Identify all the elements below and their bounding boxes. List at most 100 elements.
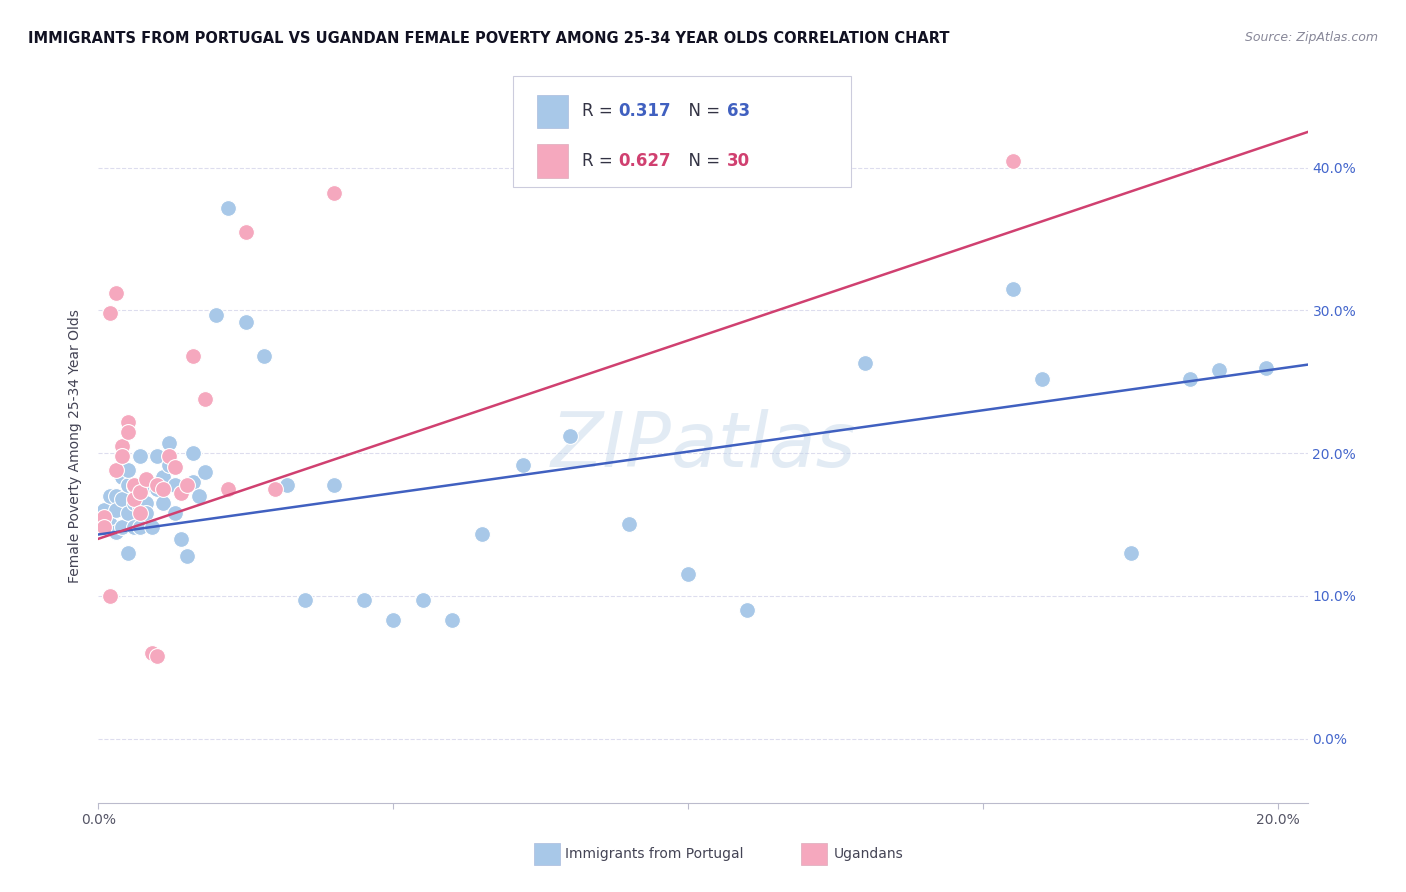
Point: [93, 520, 115, 534]
Text: 0.627: 0.627: [619, 152, 671, 169]
Point: [117, 477, 139, 491]
Point: [181, 475, 204, 489]
Point: [1256, 360, 1278, 375]
Text: ZIPatlas: ZIPatlas: [550, 409, 856, 483]
Point: [512, 458, 534, 472]
Text: 30: 30: [727, 152, 749, 169]
Point: [93, 510, 115, 524]
Point: [117, 506, 139, 520]
Point: [141, 520, 163, 534]
Point: [170, 532, 193, 546]
Point: [141, 477, 163, 491]
Point: [1001, 153, 1024, 168]
Text: IMMIGRANTS FROM PORTUGAL VS UGANDAN FEMALE POVERTY AMONG 25-34 YEAR OLDS CORRELA: IMMIGRANTS FROM PORTUGAL VS UGANDAN FEMA…: [28, 31, 949, 46]
Point: [98, 489, 121, 503]
Point: [111, 470, 134, 484]
Point: [157, 458, 180, 472]
Text: N =: N =: [678, 103, 725, 120]
Point: [146, 648, 169, 663]
Point: [165, 460, 187, 475]
Text: N =: N =: [678, 152, 725, 169]
Point: [146, 477, 169, 491]
Point: [105, 524, 128, 539]
Point: [165, 477, 187, 491]
Text: Immigrants from Portugal: Immigrants from Portugal: [565, 847, 744, 861]
Point: [141, 646, 163, 660]
Point: [157, 436, 180, 450]
Point: [128, 520, 150, 534]
Point: [152, 470, 174, 484]
Point: [128, 449, 150, 463]
Point: [264, 482, 287, 496]
Point: [93, 503, 115, 517]
Point: [146, 482, 169, 496]
Point: [93, 510, 115, 524]
Point: [111, 439, 134, 453]
Point: [122, 479, 145, 493]
Point: [323, 186, 346, 201]
Point: [181, 446, 204, 460]
Point: [412, 593, 434, 607]
Point: [181, 349, 204, 363]
Point: [619, 517, 641, 532]
Point: [135, 496, 157, 510]
Point: [217, 482, 239, 496]
Point: [560, 429, 582, 443]
Point: [111, 449, 134, 463]
Text: Source: ZipAtlas.com: Source: ZipAtlas.com: [1244, 31, 1378, 45]
Point: [1208, 363, 1230, 377]
Point: [117, 546, 139, 560]
Text: Ugandans: Ugandans: [834, 847, 904, 861]
Point: [1001, 282, 1024, 296]
Point: [353, 593, 375, 607]
Point: [117, 463, 139, 477]
Point: [1178, 372, 1201, 386]
Point: [1031, 372, 1053, 386]
Point: [105, 503, 128, 517]
Point: [235, 225, 257, 239]
Point: [135, 506, 157, 520]
Point: [294, 593, 316, 607]
Point: [194, 392, 217, 406]
Point: [441, 613, 464, 627]
Point: [111, 491, 134, 506]
Point: [471, 527, 494, 541]
Point: [128, 500, 150, 515]
Point: [98, 589, 121, 603]
Point: [105, 463, 128, 477]
Point: [170, 486, 193, 500]
Point: [194, 465, 217, 479]
Point: [853, 356, 876, 370]
Point: [165, 506, 187, 520]
Point: [235, 315, 257, 329]
Point: [205, 308, 228, 322]
Point: [111, 520, 134, 534]
Point: [152, 496, 174, 510]
Point: [157, 449, 180, 463]
Point: [187, 489, 209, 503]
Point: [98, 306, 121, 320]
Point: [105, 489, 128, 503]
Point: [382, 613, 405, 627]
Point: [152, 482, 174, 496]
Point: [678, 567, 700, 582]
Point: [128, 506, 150, 520]
Point: [176, 477, 198, 491]
Y-axis label: Female Poverty Among 25-34 Year Olds: Female Poverty Among 25-34 Year Olds: [69, 309, 83, 583]
Point: [323, 477, 346, 491]
Point: [122, 491, 145, 506]
Text: R =: R =: [582, 103, 619, 120]
Point: [105, 286, 128, 301]
Point: [98, 517, 121, 532]
Point: [122, 496, 145, 510]
Text: R =: R =: [582, 152, 619, 169]
Point: [252, 349, 274, 363]
Point: [176, 549, 198, 563]
Point: [135, 472, 157, 486]
Point: [146, 449, 169, 463]
Text: 0.317: 0.317: [619, 103, 671, 120]
Point: [117, 425, 139, 439]
Point: [217, 201, 239, 215]
Point: [735, 603, 758, 617]
Point: [122, 520, 145, 534]
